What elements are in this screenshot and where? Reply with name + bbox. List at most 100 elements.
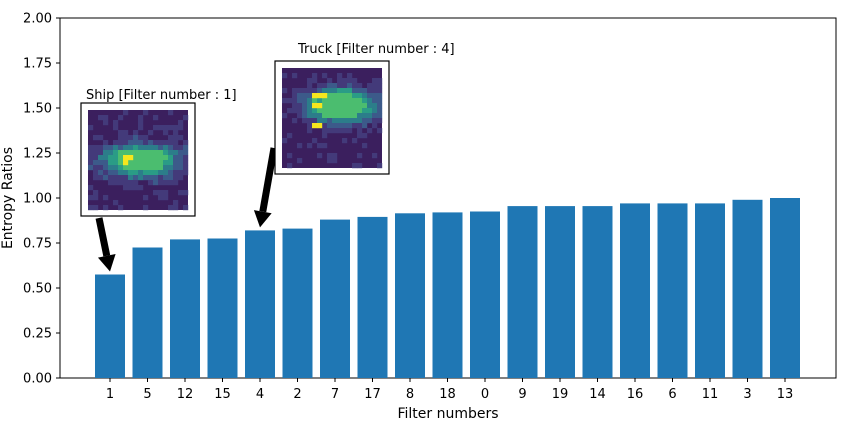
feature-map-cell: [178, 190, 184, 196]
y-tick-label: 0.75: [23, 237, 52, 252]
feature-map-cell: [128, 175, 134, 181]
feature-map-cell: [123, 135, 129, 141]
feature-map-cell: [118, 115, 124, 121]
feature-map-cell: [183, 160, 189, 166]
feature-map-cell: [143, 135, 149, 141]
feature-map-cell: [337, 78, 343, 84]
feature-map-cell: [123, 170, 129, 176]
feature-map-cell: [173, 200, 179, 206]
feature-map-cell: [307, 108, 313, 114]
y-tick-label: 0.00: [23, 372, 52, 387]
feature-map-cell: [118, 205, 124, 211]
feature-map-cell: [138, 170, 144, 176]
feature-map-cell: [168, 170, 174, 176]
feature-map-cell: [93, 155, 99, 161]
feature-map-cell: [307, 143, 313, 149]
feature-map-cell: [362, 93, 368, 99]
feature-map-cell: [312, 73, 318, 79]
feature-map-cell: [337, 83, 343, 89]
feature-map-cell: [347, 98, 353, 104]
y-tick-label: 2.00: [23, 12, 52, 27]
feature-map-cell: [312, 108, 318, 114]
feature-map-cell: [322, 98, 328, 104]
feature-map-cell: [123, 150, 129, 156]
feature-map-cell: [153, 180, 159, 186]
feature-map-cell: [88, 205, 94, 211]
feature-map-cell: [163, 150, 169, 156]
feature-map-cell: [118, 170, 124, 176]
feature-map-cell: [347, 113, 353, 119]
feature-map-cell: [362, 143, 368, 149]
feature-map-cell: [317, 118, 323, 124]
feature-map-cell: [158, 190, 164, 196]
feature-map-cell: [133, 185, 139, 191]
feature-map-cell: [138, 155, 144, 161]
feature-map-cell: [332, 88, 338, 94]
feature-map-cell: [88, 125, 94, 131]
feature-map-cell: [163, 180, 169, 186]
bar-filter-7: [320, 219, 350, 378]
feature-map-cell: [183, 155, 189, 161]
feature-map-cell: [128, 140, 134, 146]
feature-map-cell: [158, 160, 164, 166]
feature-map-cell: [362, 118, 368, 124]
feature-map-cell: [163, 190, 169, 196]
bar-filter-17: [357, 216, 388, 378]
feature-map-cell: [317, 98, 323, 104]
feature-map-cell: [133, 180, 139, 186]
feature-map-cell: [297, 158, 303, 164]
bar-filter-5: [132, 247, 163, 378]
feature-map-hotspot: [123, 155, 129, 161]
feature-map-cell: [118, 175, 124, 181]
feature-map-cell: [297, 113, 303, 119]
bar-filter-13: [770, 198, 800, 378]
feature-map-cell: [148, 130, 154, 136]
feature-map-cell: [352, 163, 358, 169]
feature-map-cell: [337, 123, 343, 129]
feature-map-cell: [123, 140, 129, 146]
feature-map-cell: [143, 175, 149, 181]
feature-map-cell: [342, 113, 348, 119]
feature-map-cell: [178, 145, 184, 151]
feature-map-cell: [377, 128, 383, 134]
feature-map-cell: [93, 160, 99, 166]
feature-map-cell: [322, 103, 328, 109]
feature-map-cell: [138, 150, 144, 156]
feature-map-cell: [183, 115, 189, 121]
feature-map-cell: [342, 93, 348, 99]
feature-map-cell: [377, 78, 383, 84]
feature-map-cell: [98, 175, 104, 181]
feature-map-cell: [133, 130, 139, 136]
feature-map-cell: [297, 108, 303, 114]
feature-map-cell: [332, 93, 338, 99]
feature-map-cell: [322, 128, 328, 134]
feature-map-cell: [103, 155, 109, 161]
feature-map-cell: [292, 108, 298, 114]
feature-map-cell: [98, 145, 104, 151]
feature-map-cell: [128, 135, 134, 141]
annotation-truck: Truck [Filter number : 4]: [253, 42, 455, 228]
feature-map-cell: [178, 160, 184, 166]
feature-map-cell: [148, 180, 154, 186]
feature-map-cell: [143, 145, 149, 151]
feature-map-cell: [332, 103, 338, 109]
feature-map-cell: [282, 88, 288, 94]
annotation-label: Truck [Filter number : 4]: [297, 42, 455, 57]
feature-map-cell: [352, 98, 358, 104]
feature-map-cell: [302, 108, 308, 114]
y-axis-label: Entropy Ratios: [0, 147, 16, 249]
feature-map-cell: [168, 125, 174, 131]
feature-map-cell: [153, 170, 159, 176]
feature-map-cell: [362, 113, 368, 119]
feature-map-cell: [342, 118, 348, 124]
feature-map-cell: [98, 115, 104, 121]
feature-map-cell: [93, 145, 99, 151]
feature-map-cell: [168, 145, 174, 151]
feature-map-cell: [168, 150, 174, 156]
feature-map-cell: [362, 98, 368, 104]
feature-map-cell: [178, 125, 184, 131]
feature-map-cell: [332, 83, 338, 89]
x-tick-label: 11: [702, 387, 719, 402]
feature-map-cell: [113, 170, 119, 176]
feature-map-cell: [372, 103, 378, 109]
